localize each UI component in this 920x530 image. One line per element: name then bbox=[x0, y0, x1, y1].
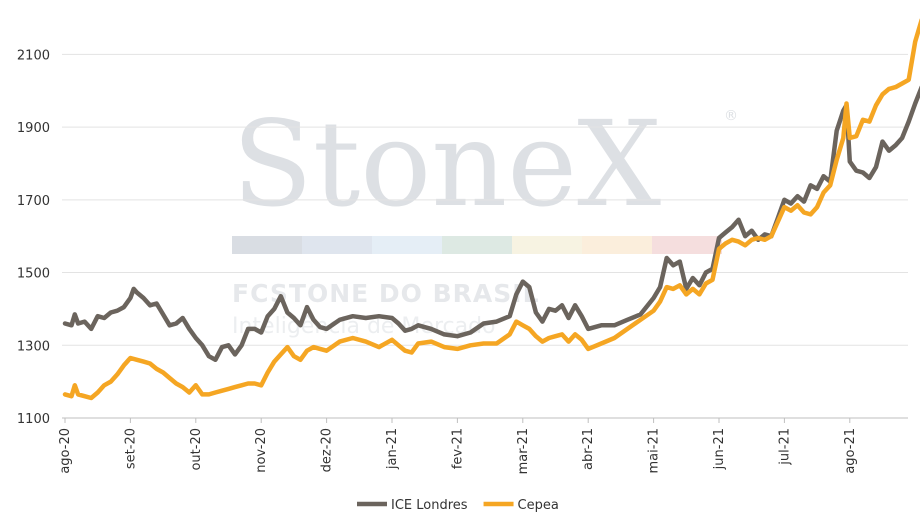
y-tick-label: 1100 bbox=[17, 412, 50, 427]
x-tick-label: mai-21 bbox=[647, 428, 662, 473]
x-axis: ago-20 set-20 out-20 nov-20 dez-20 jan-21 fev-… bbox=[58, 418, 858, 474]
stonex-watermark: StoneX ® FCSTONE DO BRASIL Inteligência … bbox=[232, 95, 738, 339]
x-tick-label: dez-20 bbox=[320, 428, 335, 472]
y-tick-label: 1700 bbox=[17, 194, 50, 209]
watermark-stripe-segment bbox=[372, 236, 442, 254]
watermark-stripe-segment bbox=[582, 236, 652, 254]
watermark-stripe-segment bbox=[302, 236, 372, 254]
x-tick-label: fev-21 bbox=[450, 428, 465, 469]
y-tick-label: 1500 bbox=[17, 267, 50, 282]
y-tick-label: 2100 bbox=[17, 48, 50, 63]
legend: ICE Londres Cepea bbox=[357, 498, 559, 513]
series-lines bbox=[62, 18, 920, 401]
x-tick-label: ago-20 bbox=[58, 428, 73, 474]
watermark-stripe-segment bbox=[232, 236, 302, 254]
y-tick-label: 1900 bbox=[17, 121, 50, 136]
watermark-brand: StoneX bbox=[232, 95, 661, 233]
x-tick-label: ago-21 bbox=[843, 428, 858, 474]
x-tick-label: jan-21 bbox=[385, 428, 400, 470]
series-line-cepea bbox=[62, 18, 920, 401]
x-tick-label: abr-21 bbox=[581, 428, 596, 470]
series-line-ice-londres bbox=[62, 85, 920, 363]
x-tick-label: out-20 bbox=[189, 428, 204, 471]
watermark-stripe-segment bbox=[652, 236, 722, 254]
x-tick-label: nov-20 bbox=[254, 428, 269, 473]
x-tick-label: jun-21 bbox=[712, 428, 727, 470]
x-tick-label: set-20 bbox=[123, 428, 138, 469]
watermark-color-stripe bbox=[232, 236, 722, 254]
watermark-registered-mark: ® bbox=[724, 108, 738, 124]
grid-lines bbox=[62, 53, 908, 419]
y-axis: 1100 1300 1500 1700 1900 2100 bbox=[17, 48, 50, 427]
watermark-stripe-segment bbox=[512, 236, 582, 254]
watermark-stripe-segment bbox=[442, 236, 512, 254]
legend-label: Cepea bbox=[518, 498, 559, 513]
x-tick-label: jul-21 bbox=[777, 428, 792, 466]
legend-label: ICE Londres bbox=[391, 498, 468, 513]
x-tick-label: mar-21 bbox=[516, 428, 531, 474]
y-tick-label: 1300 bbox=[17, 339, 50, 354]
